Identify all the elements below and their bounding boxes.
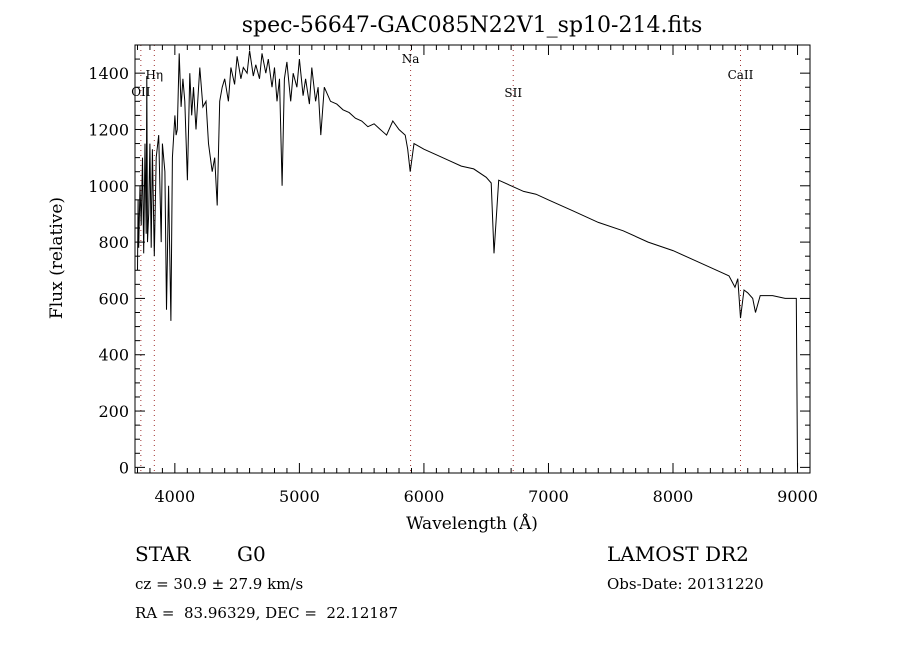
line-label: CaII [728, 68, 754, 82]
x-tick-label: 9000 [777, 487, 818, 506]
line-label: Hη [145, 68, 163, 82]
y-tick-label: 200 [98, 402, 129, 421]
x-tick-label: 5000 [279, 487, 320, 506]
y-tick-label: 600 [98, 289, 129, 308]
y-tick-label: 800 [98, 233, 129, 252]
y-tick-label: 0 [119, 458, 129, 477]
line-label: OII [131, 85, 151, 99]
y-tick-label: 1000 [88, 177, 129, 196]
x-tick-label: 8000 [653, 487, 694, 506]
x-tick-label: 6000 [404, 487, 445, 506]
plot-frame [134, 44, 811, 474]
y-tick-label: 1200 [88, 120, 129, 139]
spectrum-line [137, 50, 798, 468]
line-label: Na [402, 52, 420, 66]
x-tick-label: 7000 [528, 487, 569, 506]
coordinates-text: RA = 83.96329, DEC = 22.12187 [135, 604, 398, 622]
x-axis-label: Wavelength (Å) [406, 513, 538, 534]
chart-title: spec-56647-GAC085N22V1_sp10-214.fits [242, 13, 703, 38]
survey-label: LAMOST DR2 [607, 542, 749, 566]
x-tick-label: 4000 [154, 487, 195, 506]
y-axis-label: Flux (relative) [47, 197, 67, 319]
object-class: STAR [135, 542, 191, 566]
redshift-text: cz = 30.9 ± 27.9 km/s [135, 575, 303, 593]
y-tick-label: 1400 [88, 64, 129, 83]
axis-ticks [135, 44, 811, 473]
y-tick-label: 400 [98, 346, 129, 365]
subclass: G0 [237, 542, 266, 566]
line-label: SII [504, 86, 522, 100]
obs-date: Obs-Date: 20131220 [607, 575, 764, 593]
